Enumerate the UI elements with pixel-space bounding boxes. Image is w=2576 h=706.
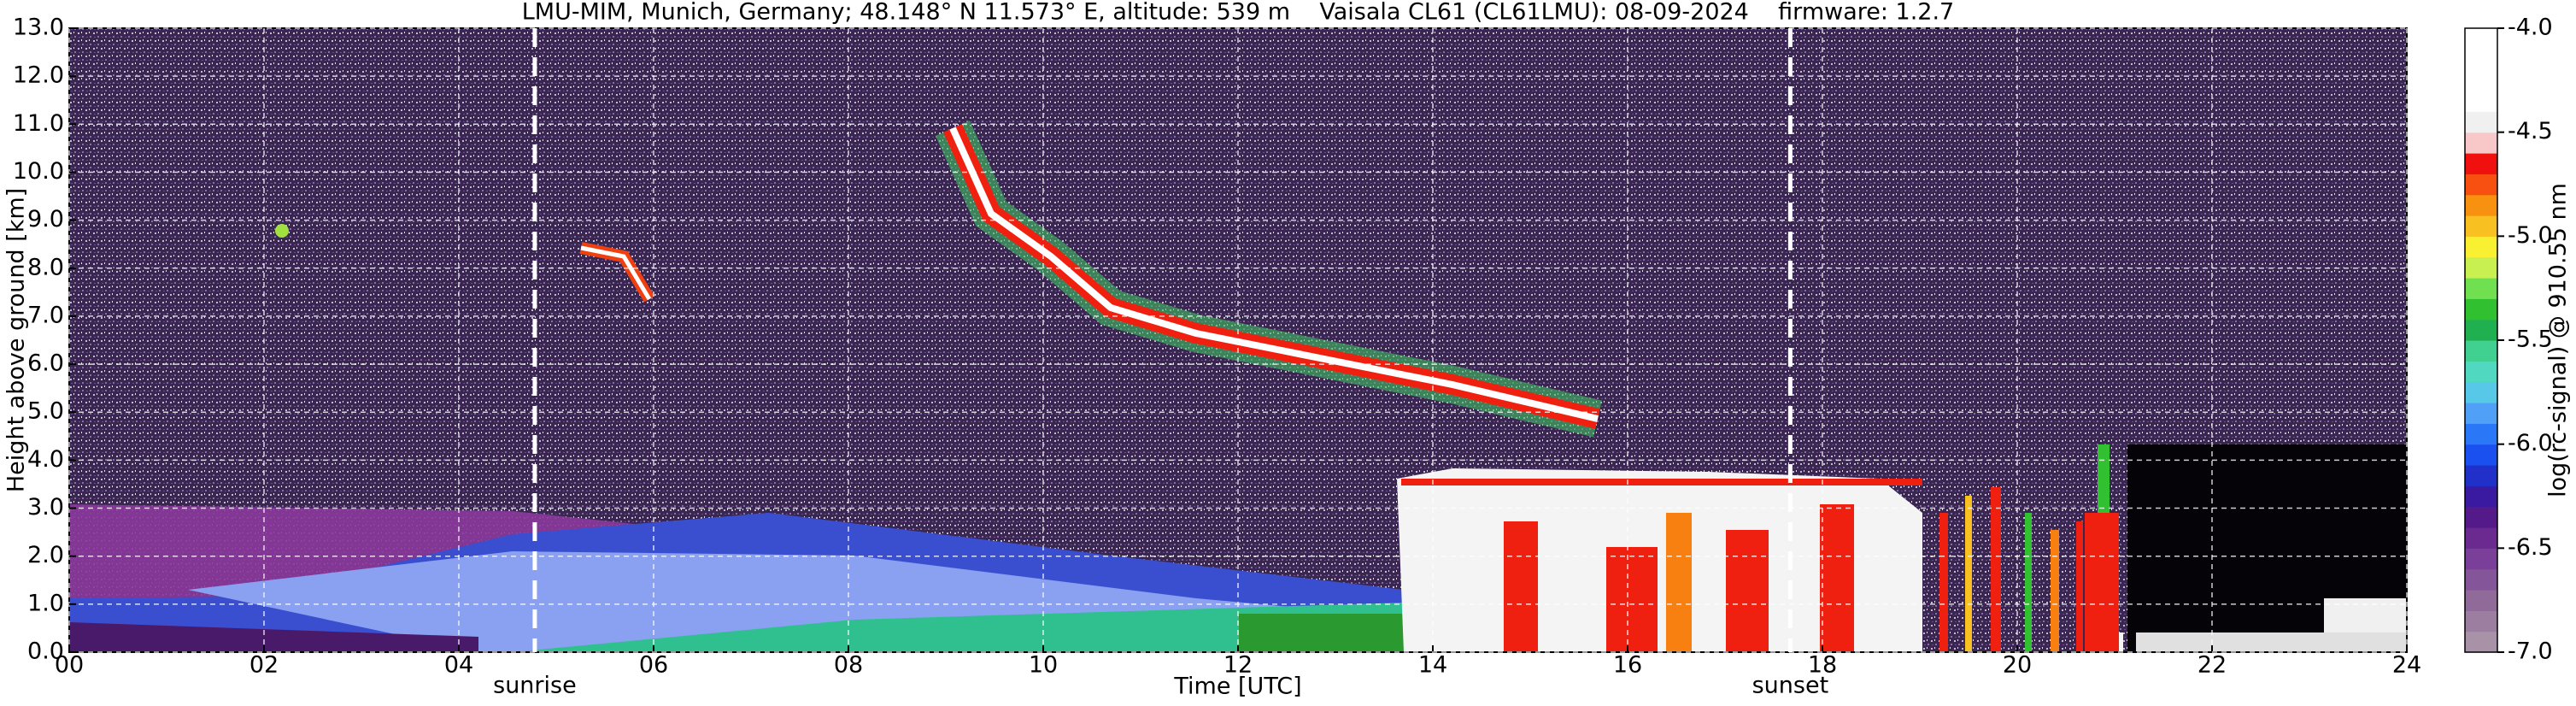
- x-axis-label: Time [UTC]: [1173, 674, 1301, 700]
- colorbar-tick-label: -4.5: [2508, 118, 2553, 144]
- y-tick-label: 10.0: [13, 158, 64, 185]
- colorbar-band: [2465, 132, 2497, 154]
- y-tick-label: 5.0: [27, 398, 64, 425]
- y-tick-label: 8.0: [27, 254, 64, 280]
- colorbar-band: [2465, 485, 2497, 508]
- colorbar-band: [2465, 298, 2497, 321]
- x-tick-label: 04: [444, 652, 473, 679]
- y-tick-label: 12.0: [13, 62, 64, 89]
- chart-title: LMU-MIM, Munich, Germany; 48.148° N 11.5…: [522, 0, 1955, 26]
- colorbar-band: [2465, 361, 2497, 383]
- colorbar-band: [2465, 548, 2497, 570]
- colorbar-band: [2465, 381, 2497, 403]
- y-tick-label: 3.0: [27, 494, 64, 521]
- colorbar-tick-label: -6.5: [2508, 534, 2553, 561]
- colorbar-band: [2465, 319, 2497, 341]
- y-axis-label: Height above ground [km]: [3, 188, 30, 492]
- colorbar-band: [2465, 28, 2497, 50]
- x-tick-label: 18: [1808, 652, 1837, 679]
- y-tick-label: 1.0: [27, 590, 64, 616]
- colorbar-band: [2465, 215, 2497, 237]
- x-tick-label: 12: [1223, 652, 1253, 679]
- y-tick-label: 7.0: [27, 302, 64, 328]
- colorbar-tick-label: -4.0: [2508, 15, 2553, 41]
- colorbar-band: [2465, 403, 2497, 424]
- colorbar-tick-label: -7.0: [2508, 638, 2553, 665]
- colorbar-band: [2465, 256, 2497, 279]
- y-tick-label: 11.0: [13, 110, 64, 137]
- x-tick-label: 22: [2198, 652, 2227, 679]
- colorbar-band: [2465, 610, 2497, 632]
- colorbar-label: log(rc-signal) @ 910.55 nm: [2545, 183, 2572, 497]
- colorbar-band: [2465, 506, 2497, 528]
- x-tick-label: 06: [639, 652, 668, 679]
- colorbar-band: [2465, 174, 2497, 196]
- colorbar-band: [2465, 236, 2497, 258]
- y-tick-label: 6.0: [27, 350, 64, 377]
- y-tick-label: 9.0: [27, 206, 64, 232]
- colorbar-band: [2465, 631, 2497, 653]
- colorbar-band: [2465, 444, 2497, 466]
- colorbar-tick-label: -5.0: [2508, 222, 2553, 249]
- x-tick-label: 08: [834, 652, 863, 679]
- colorbar-band: [2465, 69, 2497, 91]
- colorbar-band: [2465, 568, 2497, 591]
- y-tick-label: 4.0: [27, 446, 64, 473]
- colorbar-band: [2465, 278, 2497, 299]
- x-tick-label: 00: [55, 652, 84, 679]
- x-tick-label: 16: [1613, 652, 1642, 679]
- y-tick-label: 2.0: [27, 542, 64, 568]
- colorbar-tick-label: -6.0: [2508, 430, 2553, 456]
- colorbar-tick-label: -5.5: [2508, 327, 2553, 353]
- annotation-label: sunrise: [493, 673, 577, 699]
- x-tick-label: 20: [2003, 652, 2032, 679]
- colorbar-band: [2465, 49, 2497, 71]
- colorbar-band: [2465, 465, 2497, 486]
- colorbar-band: [2465, 527, 2497, 549]
- annotation-label: sunset: [1752, 673, 1829, 699]
- y-tick-label: 13.0: [13, 15, 64, 41]
- colorbar-band: [2465, 91, 2497, 112]
- colorbar-band: [2465, 153, 2497, 174]
- colorbar-band: [2465, 423, 2497, 445]
- colorbar-band: [2465, 194, 2497, 216]
- y-tick-label: 0.0: [27, 638, 64, 665]
- x-tick-label: 24: [2392, 652, 2421, 679]
- colorbar-band: [2465, 111, 2497, 133]
- x-tick-label: 02: [249, 652, 279, 679]
- x-tick-label: 14: [1418, 652, 1447, 679]
- colorbar-band: [2465, 340, 2497, 362]
- colorbar-band: [2465, 590, 2497, 611]
- x-tick-label: 10: [1029, 652, 1058, 679]
